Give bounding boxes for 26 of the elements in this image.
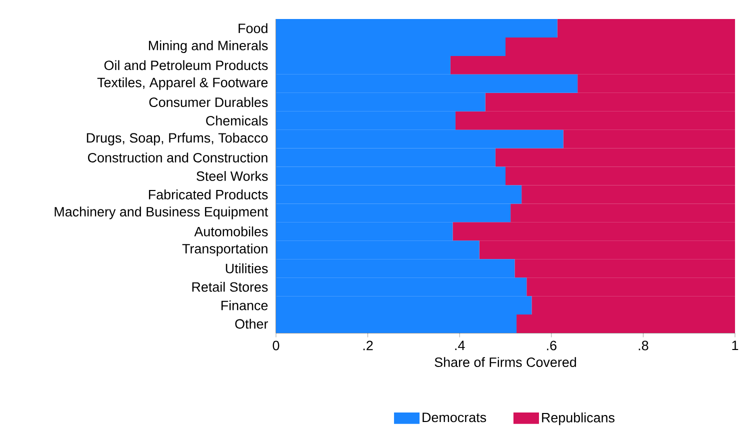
legend-label: Democrats	[422, 412, 486, 422]
y-tick-label: Utilities	[226, 263, 268, 274]
y-tick-label: Steel Works	[196, 171, 268, 181]
x-tick-label: .8	[638, 340, 648, 350]
y-tick-label: Food	[238, 23, 268, 34]
x-tick-label: .2	[363, 340, 373, 350]
y-tick-label: Chemicals	[206, 116, 268, 126]
legend-label: Republicans	[542, 412, 614, 426]
y-tick-label: Machinery and Business Equipment	[54, 206, 268, 220]
y-tick-label: Finance	[221, 300, 268, 310]
y-tick-label: Construction and Construction	[88, 152, 268, 162]
y-tick-label: Oil and Petroleum Products	[104, 60, 268, 70]
y-tick-label: Other	[235, 318, 268, 329]
x-tick-label: 1	[732, 340, 738, 350]
y-tick-label: Fabricated Products	[148, 190, 268, 200]
x-tick-label: .4	[455, 340, 465, 350]
y-tick-label: Mining and Minerals	[148, 40, 268, 53]
y-tick-label: Automobiles	[194, 226, 268, 236]
y-tick-label: Drugs, Soap, Prfums, Tobacco	[86, 132, 268, 146]
y-tick-label: Retail Stores	[192, 282, 268, 292]
x-tick-label: .6	[547, 340, 556, 350]
x-tick-label: 0	[272, 340, 280, 350]
y-tick-label: Transportation	[182, 244, 268, 256]
y-tick-label: Consumer Durables	[149, 97, 268, 108]
y-tick-label: Textiles, Apparel & Footware	[97, 77, 268, 90]
x-axis-title: Share of Firms Covered	[434, 357, 576, 368]
